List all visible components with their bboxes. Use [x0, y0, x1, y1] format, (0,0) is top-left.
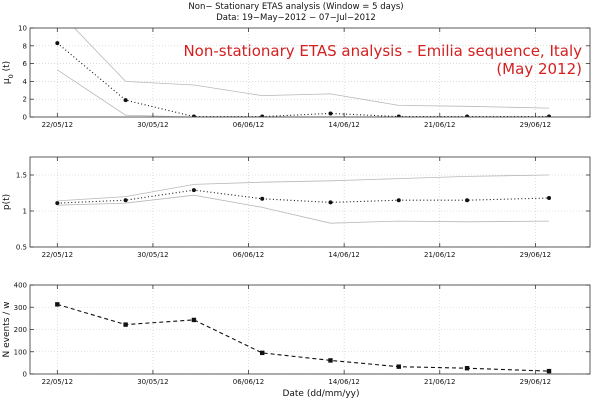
data-point	[396, 114, 401, 117]
y-tick-label: 1	[23, 208, 27, 216]
x-tick-label: 21/06/12	[424, 378, 455, 386]
figure-title-line1: Non− Stationary ETAS analysis (Window = …	[188, 2, 403, 12]
data-point	[260, 114, 265, 117]
y-tick-label: 0.5	[16, 244, 27, 252]
x-axis-label: Date (dd/mm/yy)	[282, 389, 359, 399]
x-tick-label: 14/06/12	[328, 121, 359, 129]
axes-frame	[29, 27, 591, 118]
y-axis-label-mu: μ0 (t)	[2, 61, 15, 84]
x-tick-label: 29/06/12	[520, 121, 551, 129]
data-point	[547, 196, 552, 201]
y-tick-label: 1.5	[16, 172, 27, 180]
data-point	[191, 317, 197, 323]
data-point	[465, 198, 470, 203]
y-tick-label: 8	[23, 42, 27, 50]
data-point	[259, 350, 265, 356]
data-point	[328, 200, 333, 205]
x-tick-label: 21/06/12	[424, 121, 455, 129]
y-tick-label: 400	[14, 282, 27, 290]
series-upper-line	[73, 28, 550, 109]
x-tick-label: 30/05/12	[137, 251, 168, 259]
data-point	[123, 198, 128, 203]
data-point	[191, 188, 196, 193]
x-tick-label: 30/05/12	[137, 121, 168, 129]
y-axis-label-nevents: N events / w	[2, 301, 12, 357]
data-point	[464, 366, 470, 371]
data-point	[55, 302, 60, 307]
data-point	[465, 114, 470, 117]
data-point	[55, 201, 60, 206]
series-lower-line	[57, 69, 549, 117]
series-estimate-line	[57, 189, 550, 204]
x-tick-label: 29/06/12	[520, 378, 551, 386]
x-tick-label: 21/06/12	[424, 251, 455, 259]
series-upper-line	[57, 174, 550, 202]
series-lower-line	[57, 194, 550, 224]
plot-area-p	[55, 174, 552, 224]
annotation-line1: Non-stationary ETAS analysis - Emilia se…	[183, 42, 582, 60]
data-point	[328, 111, 333, 116]
x-tick-label: 22/05/12	[42, 121, 73, 129]
data-point	[547, 114, 552, 117]
data-point	[123, 98, 128, 103]
data-point	[55, 41, 60, 46]
data-point	[328, 358, 333, 363]
data-point	[123, 322, 128, 327]
y-tick-label: 200	[14, 326, 27, 334]
panel-mu: 0 2 4 6 8 10 22/05/12 30/05/12 06/06/12 14/06/12 2…	[2, 25, 591, 129]
axes-frame	[29, 156, 591, 248]
x-tick-label: 22/05/12	[42, 378, 73, 386]
y-axis-label-p: p(t)	[2, 194, 12, 210]
x-tick-label: 14/06/12	[328, 251, 359, 259]
panel-p: 0.5 1 1.5 22/05/12 30/05/12 06/06/12 14/06/12 2…	[2, 156, 591, 259]
data-point	[396, 364, 401, 369]
series-counts-line	[57, 303, 550, 372]
x-tick-label: 06/06/12	[233, 121, 264, 129]
annotation-line2: (May 2012)	[496, 60, 582, 78]
panel-nevents: 0 100 200 300 400 22/05/12 30/05/12 06/06/12 14/…	[2, 282, 591, 386]
plot-area-nevents	[55, 302, 552, 374]
x-tick-label: 30/05/12	[137, 378, 168, 386]
y-tick-label: 10	[18, 25, 27, 33]
y-tick-label: 100	[14, 348, 27, 356]
plot-area-mu	[55, 28, 552, 117]
x-tick-label: 14/06/12	[328, 378, 359, 386]
y-tick-label: 0	[23, 371, 27, 379]
x-tick-label: 06/06/12	[233, 378, 264, 386]
y-tick-label: 0	[23, 114, 27, 122]
data-point	[260, 196, 265, 201]
figure-title-line2: Data: 19−May−2012 − 07−Jul−2012	[216, 13, 376, 23]
y-tick-label: 6	[23, 60, 28, 68]
y-tick-label: 2	[23, 96, 27, 104]
y-tick-label: 300	[14, 304, 27, 312]
x-tick-label: 29/06/12	[520, 251, 551, 259]
data-point	[396, 198, 401, 203]
data-point	[191, 114, 196, 117]
y-tick-label: 4	[23, 78, 28, 86]
x-tick-label: 22/05/12	[42, 251, 73, 259]
x-tick-label: 06/06/12	[233, 251, 264, 259]
data-point	[546, 368, 552, 374]
